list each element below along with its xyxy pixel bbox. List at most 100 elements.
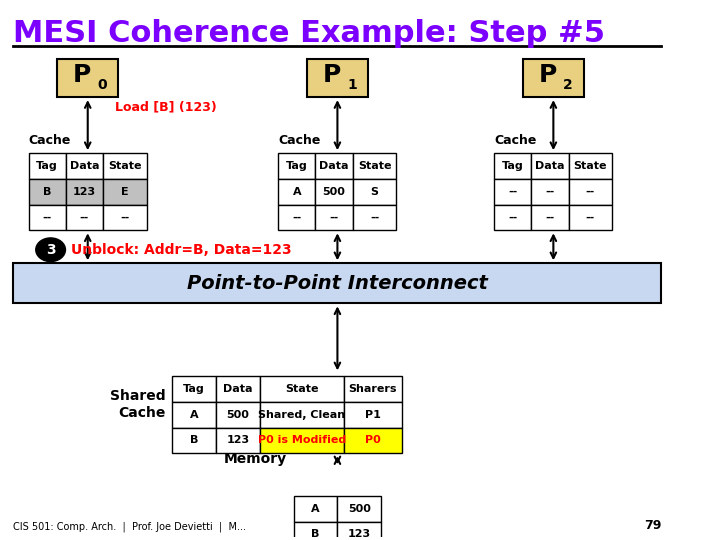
- Text: State: State: [574, 161, 607, 171]
- Bar: [29, 205, 66, 231]
- Text: 1: 1: [347, 78, 357, 92]
- Text: Sharers: Sharers: [348, 384, 397, 394]
- Text: Data: Data: [70, 161, 99, 171]
- Bar: [353, 153, 397, 179]
- Bar: [29, 153, 66, 179]
- Text: --: --: [508, 187, 518, 197]
- Text: Cache: Cache: [29, 133, 71, 147]
- Bar: [315, 179, 353, 205]
- Text: P: P: [73, 63, 91, 87]
- FancyBboxPatch shape: [307, 58, 368, 97]
- Bar: [495, 153, 531, 179]
- Text: 2: 2: [563, 78, 573, 92]
- Bar: [294, 496, 338, 522]
- Text: B: B: [311, 529, 320, 539]
- Text: Shared
Cache: Shared Cache: [109, 389, 166, 420]
- Bar: [569, 205, 613, 231]
- Bar: [344, 428, 402, 453]
- Bar: [495, 179, 531, 205]
- Text: Point-to-Point Interconnect: Point-to-Point Interconnect: [187, 274, 488, 293]
- Text: --: --: [330, 213, 338, 222]
- Bar: [66, 153, 103, 179]
- Text: 123: 123: [73, 187, 96, 197]
- Bar: [216, 402, 260, 428]
- Bar: [315, 205, 353, 231]
- Text: P0 is Modified: P0 is Modified: [258, 435, 346, 445]
- Text: State: State: [285, 384, 319, 394]
- Bar: [216, 428, 260, 453]
- Text: --: --: [545, 187, 554, 197]
- Text: 123: 123: [348, 529, 371, 539]
- Text: Tag: Tag: [37, 161, 58, 171]
- Text: A: A: [292, 187, 301, 197]
- Bar: [294, 522, 338, 540]
- Text: --: --: [508, 213, 518, 222]
- Text: Shared, Clean: Shared, Clean: [258, 410, 346, 420]
- Bar: [279, 205, 315, 231]
- Bar: [531, 179, 569, 205]
- Text: --: --: [120, 213, 130, 222]
- Text: 500: 500: [348, 504, 371, 514]
- FancyBboxPatch shape: [58, 58, 118, 97]
- Text: CIS 501: Comp. Arch.  |  Prof. Joe Devietti  |  M...: CIS 501: Comp. Arch. | Prof. Joe Deviett…: [14, 521, 246, 532]
- Text: 500: 500: [227, 410, 249, 420]
- Text: --: --: [42, 213, 52, 222]
- Text: Data: Data: [319, 161, 348, 171]
- Text: P1: P1: [365, 410, 381, 420]
- Text: Load [B] (123): Load [B] (123): [114, 101, 217, 114]
- Bar: [172, 376, 216, 402]
- Text: Tag: Tag: [183, 384, 205, 394]
- Bar: [172, 402, 216, 428]
- Text: E: E: [121, 187, 129, 197]
- Bar: [260, 376, 344, 402]
- Text: --: --: [586, 213, 595, 222]
- Bar: [315, 153, 353, 179]
- Bar: [14, 263, 662, 303]
- Text: --: --: [370, 213, 379, 222]
- Bar: [279, 179, 315, 205]
- Bar: [260, 428, 344, 453]
- Text: P: P: [323, 63, 341, 87]
- Text: P0: P0: [365, 435, 381, 445]
- Bar: [344, 402, 402, 428]
- Bar: [353, 205, 397, 231]
- Text: --: --: [545, 213, 554, 222]
- Text: State: State: [358, 161, 391, 171]
- Bar: [279, 153, 315, 179]
- Text: --: --: [292, 213, 302, 222]
- Bar: [495, 205, 531, 231]
- Text: B: B: [190, 435, 198, 445]
- Bar: [569, 179, 613, 205]
- Bar: [569, 153, 613, 179]
- FancyBboxPatch shape: [523, 58, 584, 97]
- Text: --: --: [80, 213, 89, 222]
- Bar: [29, 179, 66, 205]
- Text: Unblock: Addr=B, Data=123: Unblock: Addr=B, Data=123: [71, 243, 292, 256]
- Text: Cache: Cache: [495, 133, 536, 147]
- Text: B: B: [43, 187, 51, 197]
- Text: A: A: [189, 410, 198, 420]
- Text: A: A: [311, 504, 320, 514]
- Bar: [66, 205, 103, 231]
- Bar: [66, 179, 103, 205]
- Bar: [103, 205, 147, 231]
- Text: S: S: [371, 187, 379, 197]
- Bar: [338, 522, 382, 540]
- Circle shape: [36, 238, 66, 261]
- Text: 79: 79: [644, 519, 662, 532]
- Bar: [103, 179, 147, 205]
- Bar: [531, 153, 569, 179]
- Text: --: --: [586, 187, 595, 197]
- Text: Tag: Tag: [286, 161, 308, 171]
- Text: Cache: Cache: [279, 133, 320, 147]
- Text: P: P: [539, 63, 557, 87]
- Text: 500: 500: [323, 187, 346, 197]
- Bar: [172, 428, 216, 453]
- Text: MESI Coherence Example: Step #5: MESI Coherence Example: Step #5: [14, 19, 606, 48]
- Text: 123: 123: [226, 435, 249, 445]
- Bar: [216, 376, 260, 402]
- Bar: [260, 402, 344, 428]
- Bar: [103, 153, 147, 179]
- Text: Data: Data: [223, 384, 253, 394]
- Bar: [338, 496, 382, 522]
